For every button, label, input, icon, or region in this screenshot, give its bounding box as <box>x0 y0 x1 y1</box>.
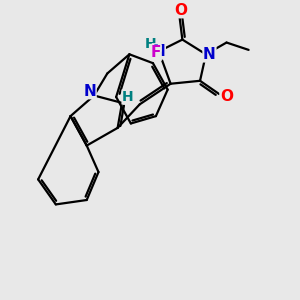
Text: H: H <box>122 90 134 104</box>
Text: O: O <box>174 3 188 18</box>
Text: N: N <box>83 84 96 99</box>
Text: F: F <box>151 45 161 60</box>
Text: O: O <box>220 89 233 104</box>
Text: N: N <box>203 47 216 62</box>
Text: H: H <box>145 37 156 51</box>
Text: N: N <box>152 44 165 59</box>
